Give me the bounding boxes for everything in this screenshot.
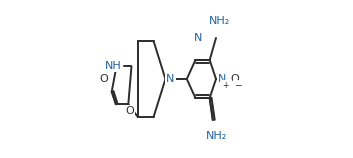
Text: O: O	[230, 74, 239, 84]
Text: −: −	[234, 81, 242, 89]
Text: NH₂: NH₂	[206, 131, 227, 141]
Text: N: N	[194, 33, 203, 43]
Text: NH: NH	[105, 61, 121, 71]
Text: O: O	[99, 74, 108, 84]
Text: N: N	[218, 74, 226, 84]
Text: NH₂: NH₂	[209, 15, 230, 26]
Text: O: O	[126, 106, 134, 115]
Text: N: N	[166, 74, 175, 84]
Text: +: +	[222, 81, 229, 90]
